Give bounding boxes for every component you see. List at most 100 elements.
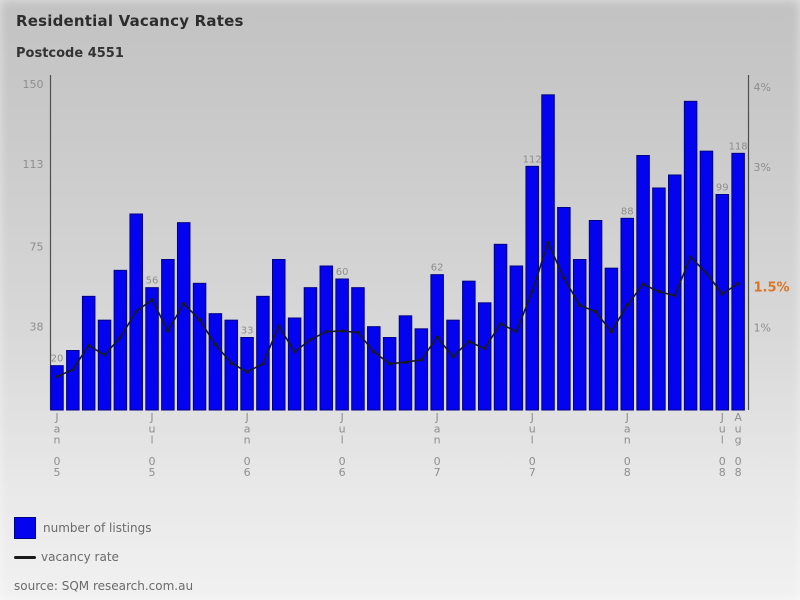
listings-bar [699, 150, 714, 411]
vacancy-rate-point [292, 350, 297, 354]
listings-bar [572, 259, 587, 411]
listings-bar [620, 217, 634, 411]
bar-value-label: 118 [729, 141, 748, 152]
vacancy-rate-point [324, 330, 328, 334]
vacancy-rate-point [435, 335, 439, 339]
listings-bar [382, 337, 397, 411]
listings-bar [367, 326, 381, 411]
bar-value-label: 88 [621, 206, 634, 217]
listings-legend-label: number of listings [43, 521, 152, 535]
vacancy-rate-point [261, 362, 265, 366]
vacancy-rate-point [403, 360, 408, 364]
listings-bar [303, 287, 318, 411]
listings-bar [50, 365, 64, 411]
vacancy-rate-point [118, 335, 123, 339]
bar-value-label: 99 [716, 183, 729, 194]
listings-bar [525, 165, 539, 411]
listings-bar [176, 222, 191, 411]
vacancy-rate-line [56, 241, 739, 378]
legend-item-vacancy: vacancy rate [14, 550, 151, 564]
vacancy-rate-point [387, 362, 392, 366]
listings-bar [66, 350, 80, 411]
vacancy-rate-point [720, 292, 724, 296]
listings-bar [145, 287, 159, 411]
listings-bar [477, 302, 492, 411]
vacancy-rate-point [182, 301, 186, 306]
bar-value-label: 56 [146, 276, 159, 287]
right-axis-tick-label: 4% [754, 81, 771, 94]
vacancy-legend-label: vacancy rate [41, 550, 119, 564]
vacancy-rate-point [356, 330, 360, 335]
bar-value-label: 33 [241, 326, 254, 337]
vacancy-rate-point [451, 354, 455, 359]
listings-bar [113, 269, 128, 411]
page-title: Residential Vacancy Rates [16, 12, 244, 30]
vacancy-rate-point [71, 367, 75, 372]
listings-bar [287, 317, 302, 411]
listings-bar [446, 319, 460, 411]
vacancy-rate-point [102, 353, 107, 357]
listings-bar [509, 265, 524, 411]
listings-bar [224, 319, 238, 411]
listings-bar [414, 328, 429, 411]
vacancy-rate-point [736, 281, 740, 286]
vacancy-rate-point [657, 289, 661, 294]
left-axis-tick-label: 113 [23, 158, 44, 171]
listings-bar [192, 282, 207, 411]
vacancy-rate-point [166, 329, 170, 333]
right-axis-tick-label-highlight: 1.5% [754, 281, 790, 296]
right-axis-tick-label: 1% [754, 322, 771, 335]
vacancy-rate-point [704, 271, 709, 275]
vacancy-rate-point [530, 289, 534, 294]
listings-bar [256, 295, 270, 411]
vacancy-rate-point [482, 346, 487, 351]
listings-bar [81, 295, 96, 411]
listings-bar [668, 174, 682, 411]
vacancy-rate-point [467, 339, 471, 344]
vacancy-rate-point [55, 375, 59, 379]
listings-swatch-icon [14, 517, 36, 539]
vacancy-rate-point [277, 324, 281, 328]
listings-bar [652, 187, 666, 411]
vacancy-rate-point [245, 370, 249, 374]
vacancy-rate-point [340, 329, 344, 333]
bar-value-label: 20 [51, 354, 64, 365]
vacancy-rate-point [498, 322, 503, 326]
source-text: source: SQM research.com.au [14, 579, 194, 593]
vacancy-rate-point [419, 358, 424, 362]
left-axis-tick-label: 75 [30, 241, 44, 254]
listings-bar [351, 287, 365, 411]
listings-bar [493, 243, 508, 411]
vacancy-rate-point [688, 255, 693, 259]
listings-bar [430, 274, 444, 411]
vacancy-rate-point [150, 297, 154, 302]
listings-bar [161, 259, 175, 411]
listings-bar [208, 313, 223, 411]
legend: number of listings vacancy rate [14, 517, 151, 564]
vacancy-rate-point [578, 303, 582, 307]
bar-value-label: 62 [431, 263, 444, 274]
listings-bar [731, 152, 745, 411]
vacancy-rate-point [673, 293, 677, 298]
listings-bar [335, 278, 349, 411]
bar-value-label: 112 [523, 154, 542, 165]
vacancy-rate-point [308, 338, 313, 342]
listings-bar [588, 220, 603, 411]
vacancy-rate-point [625, 303, 629, 307]
listings-bar [604, 267, 619, 411]
vacancy-rate-point [134, 309, 138, 314]
listings-bar [557, 207, 571, 411]
listings-bar [319, 265, 334, 411]
vacancy-rate-point [197, 318, 202, 322]
vacancy-rate-point [562, 276, 566, 280]
